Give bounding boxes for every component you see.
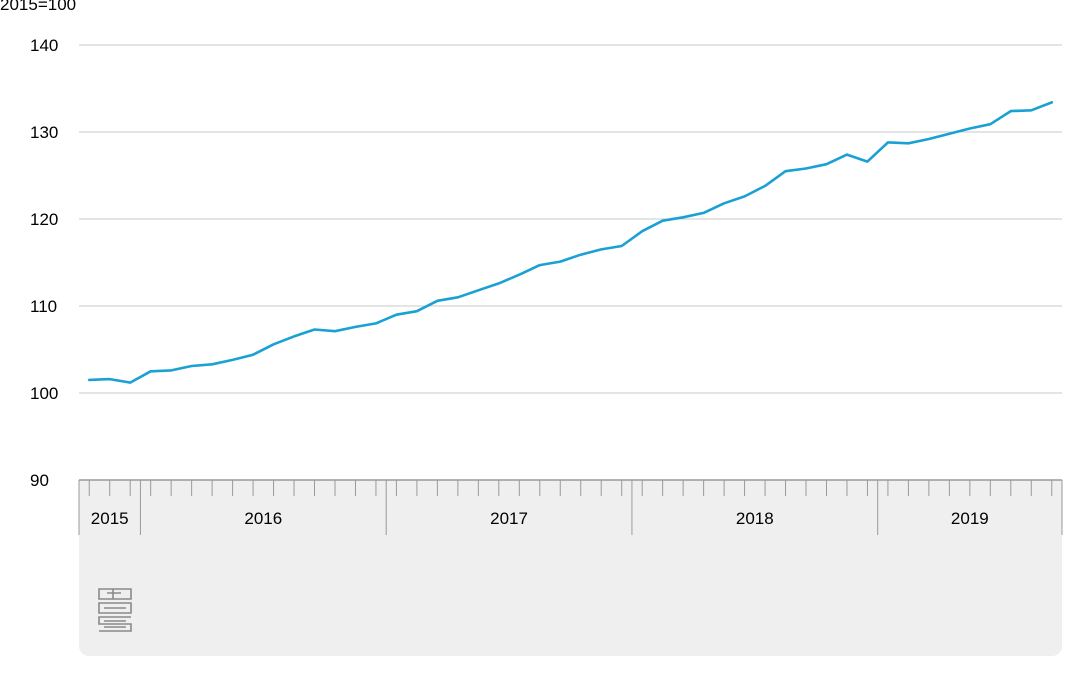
y-tick-label: 120 (30, 210, 58, 229)
series-line (87, 101, 1054, 384)
x-year-label: 2019 (951, 509, 989, 528)
y-tick-label: 100 (30, 384, 58, 403)
cbs-logo-icon (98, 588, 132, 632)
y-tick-label: 140 (30, 36, 58, 55)
y-tick-label: 130 (30, 123, 58, 142)
x-year-label: 2017 (490, 509, 528, 528)
chart-footer-panel (79, 480, 1062, 656)
y-tick-label: 90 (30, 471, 49, 490)
x-year-label: 2015 (91, 509, 129, 528)
y-unit-label: 2015=100 (0, 0, 77, 14)
y-tick-label: 110 (30, 297, 57, 316)
x-year-label: 2016 (244, 509, 282, 528)
x-year-label: 2018 (736, 509, 774, 528)
